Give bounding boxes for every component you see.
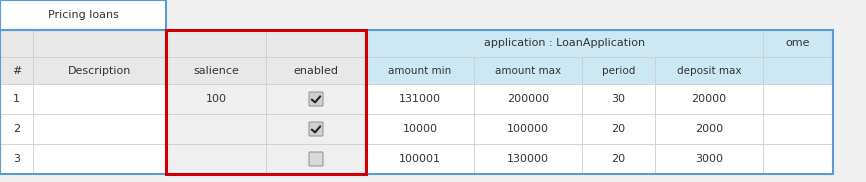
- Text: 2000: 2000: [695, 124, 723, 134]
- Text: 200000: 200000: [507, 94, 549, 104]
- Bar: [0, 30, 33, 57]
- Bar: [0, 0, 166, 30]
- Bar: [474, 114, 582, 144]
- Bar: [582, 57, 655, 84]
- Bar: [33, 144, 166, 174]
- Text: 100: 100: [205, 94, 227, 104]
- Bar: [0, 84, 33, 114]
- Text: amount max: amount max: [495, 66, 561, 76]
- Text: deposit max: deposit max: [676, 66, 741, 76]
- Bar: [266, 30, 366, 57]
- Bar: [366, 114, 474, 144]
- Bar: [582, 0, 655, 30]
- Bar: [474, 57, 582, 84]
- Bar: [266, 84, 366, 114]
- Bar: [655, 144, 763, 174]
- FancyBboxPatch shape: [309, 122, 323, 136]
- Text: application : LoanApplication: application : LoanApplication: [484, 39, 645, 48]
- Bar: [763, 84, 833, 114]
- Text: 20000: 20000: [691, 94, 727, 104]
- Text: Pricing loans: Pricing loans: [48, 10, 119, 20]
- Bar: [166, 144, 266, 174]
- Text: 30: 30: [611, 94, 625, 104]
- Bar: [0, 144, 33, 174]
- Bar: [655, 114, 763, 144]
- Text: #: #: [12, 66, 21, 76]
- Bar: [366, 57, 474, 84]
- Bar: [366, 30, 763, 57]
- Bar: [655, 57, 763, 84]
- Bar: [582, 144, 655, 174]
- Bar: [763, 57, 833, 84]
- Bar: [166, 84, 266, 114]
- Bar: [33, 114, 166, 144]
- Bar: [763, 114, 833, 144]
- Bar: [582, 114, 655, 144]
- Text: 10000: 10000: [403, 124, 437, 134]
- Bar: [266, 57, 366, 84]
- Bar: [33, 84, 166, 114]
- Text: 20: 20: [611, 124, 625, 134]
- Bar: [0, 114, 33, 144]
- Bar: [474, 0, 582, 30]
- Text: 1: 1: [13, 94, 20, 104]
- Bar: [655, 84, 763, 114]
- Bar: [763, 0, 833, 30]
- Text: 100000: 100000: [507, 124, 549, 134]
- Text: 2: 2: [13, 124, 20, 134]
- FancyBboxPatch shape: [309, 152, 323, 166]
- Text: 20: 20: [611, 154, 625, 164]
- Text: 130000: 130000: [507, 154, 549, 164]
- Text: amount min: amount min: [388, 66, 452, 76]
- Text: enabled: enabled: [294, 66, 339, 76]
- Bar: [763, 30, 833, 57]
- Bar: [166, 30, 266, 57]
- Text: ome: ome: [785, 39, 811, 48]
- Bar: [0, 57, 33, 84]
- Bar: [0, 0, 166, 30]
- Text: salience: salience: [193, 66, 239, 76]
- Bar: [166, 114, 266, 144]
- Bar: [474, 144, 582, 174]
- Bar: [266, 0, 366, 30]
- Bar: [166, 0, 266, 30]
- Text: 3: 3: [13, 154, 20, 164]
- Bar: [166, 57, 266, 84]
- Bar: [366, 30, 833, 174]
- Bar: [366, 144, 474, 174]
- Bar: [0, 30, 166, 174]
- Bar: [763, 144, 833, 174]
- Text: 100001: 100001: [399, 154, 441, 164]
- Text: period: period: [602, 66, 635, 76]
- Bar: [655, 0, 763, 30]
- Text: 131000: 131000: [399, 94, 441, 104]
- Bar: [266, 114, 366, 144]
- FancyBboxPatch shape: [309, 92, 323, 106]
- Bar: [33, 30, 166, 57]
- Bar: [366, 84, 474, 114]
- Bar: [266, 144, 366, 174]
- Bar: [582, 84, 655, 114]
- Text: Description: Description: [68, 66, 131, 76]
- Bar: [366, 0, 474, 30]
- Bar: [474, 84, 582, 114]
- Bar: [33, 57, 166, 84]
- Text: 3000: 3000: [695, 154, 723, 164]
- Bar: [166, 30, 366, 174]
